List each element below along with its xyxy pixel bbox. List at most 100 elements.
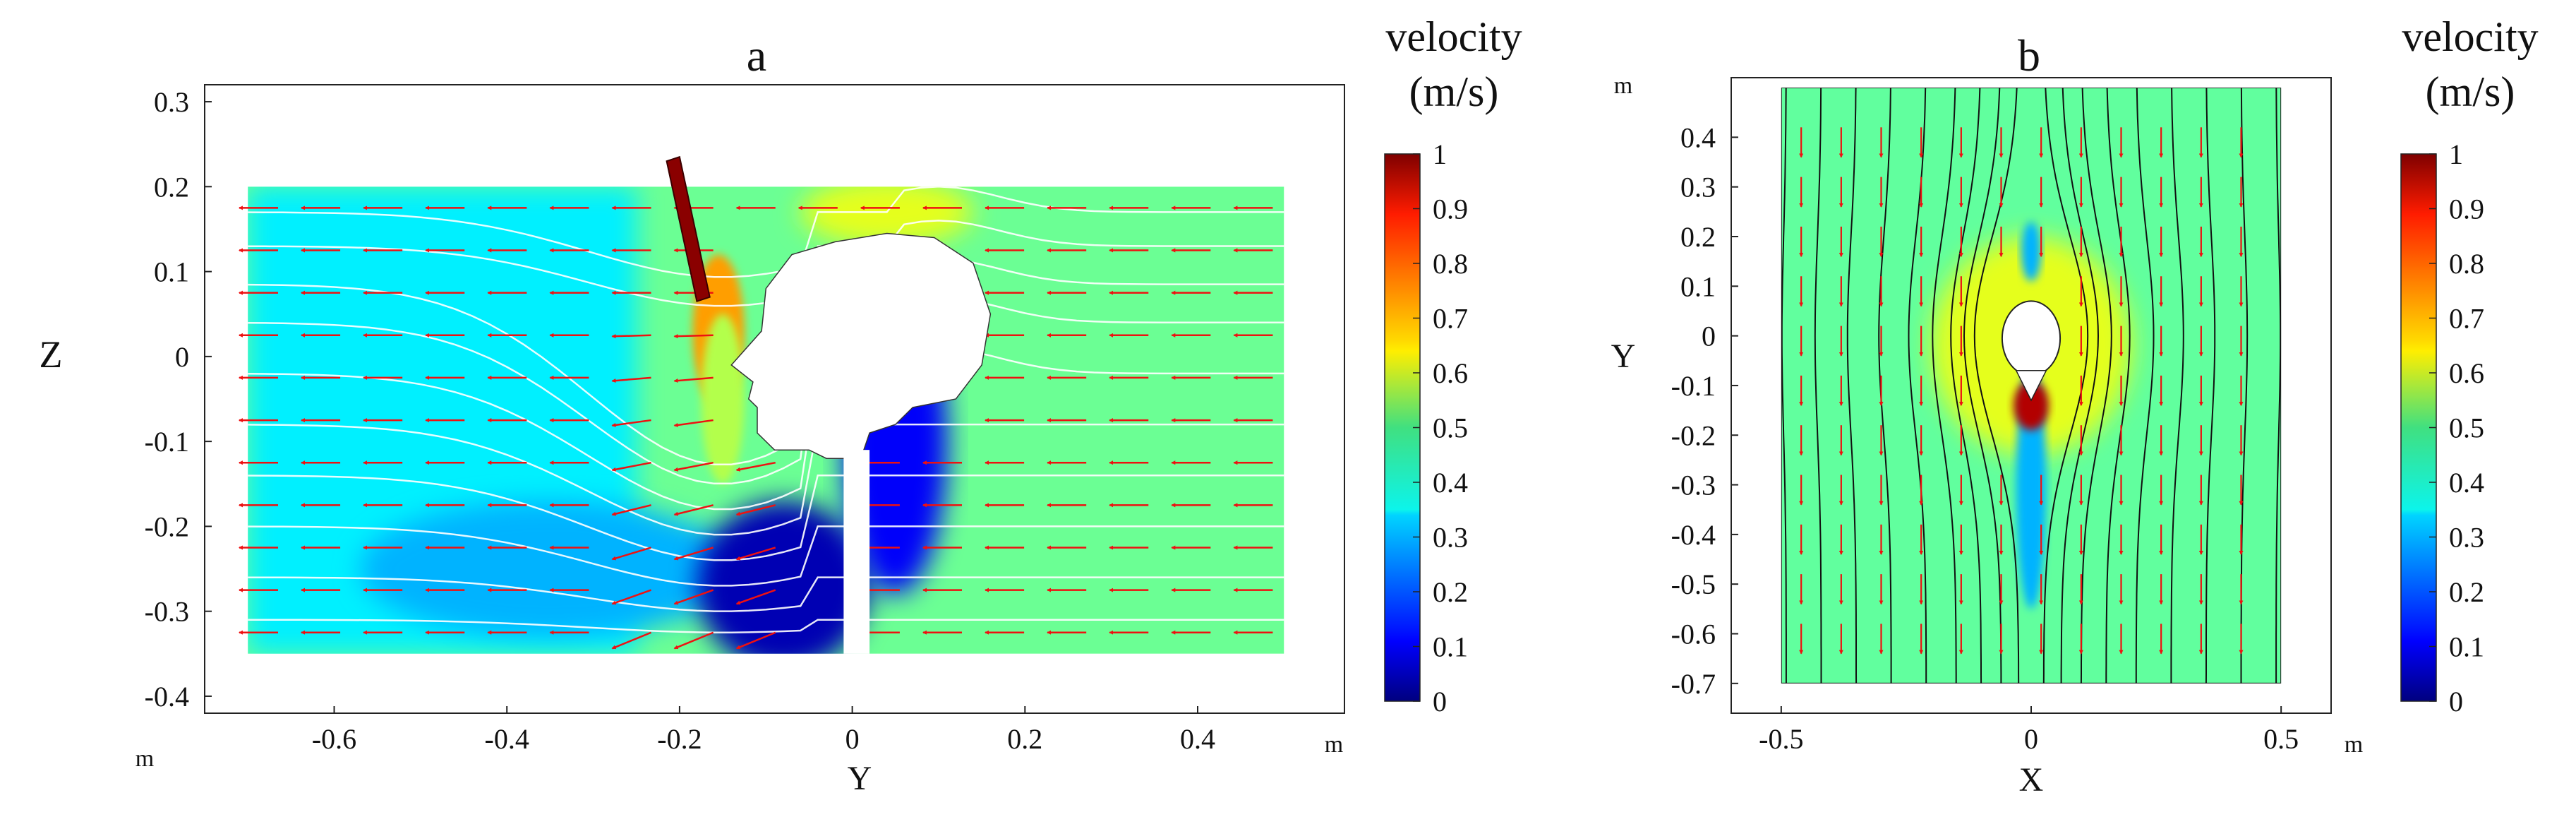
panel-b-y-tick-label: -0.2 — [1671, 419, 1716, 451]
panel-b-y-tick-label: -0.5 — [1671, 568, 1716, 600]
panel-b-colorbar-unit: (m/s) — [2426, 68, 2515, 115]
panel-b-colorbar-title: velocity — [2402, 13, 2538, 60]
panel-a: a -0.6 -0.4 -0.2 0 0.2 0.4 0.3 0.2 0.1 0 -0.1 -0.2… — [40, 13, 1522, 797]
panel-b-x-tick-label: -0.5 — [1759, 723, 1803, 755]
panel-a-velocity-arrow — [611, 419, 651, 427]
panel-a-velocity-arrow — [611, 334, 651, 339]
panel-b-colorbar-tick-label: 0.4 — [2449, 467, 2484, 499]
panel-a-streamline — [248, 258, 1284, 465]
panel-a-obstacles — [666, 155, 992, 654]
panel-a-x-tick-label: -0.2 — [657, 723, 702, 755]
panel-b-colorbar-tick-label: 0.3 — [2449, 522, 2484, 554]
panel-b-head-silhouette — [2001, 300, 2062, 376]
panel-a-velocity-arrow — [611, 504, 651, 516]
panel-a-colorbar-tick-label: 0.3 — [1433, 522, 1468, 554]
panel-a-streamline — [248, 423, 1284, 536]
panel-a-top-acceleration — [800, 186, 973, 246]
panel-a-supply-tube — [666, 155, 711, 302]
panel-a-streamline — [248, 186, 1284, 278]
panel-a-x-tick-label: -0.4 — [485, 723, 529, 755]
panel-a-streamline — [248, 474, 1284, 561]
panel-b-streamlines — [1781, 88, 2282, 684]
panel-a-colorbar-tick-label: 0.2 — [1433, 576, 1468, 608]
panel-a-y-unit: m — [136, 746, 154, 772]
panel-a-x-tick-label: -0.6 — [312, 723, 356, 755]
panel-b-y-tick-label: 0.4 — [1680, 121, 1716, 153]
panel-a-velocity-arrows — [238, 205, 1273, 650]
panel-b-streamline — [2205, 88, 2216, 684]
panel-a-y-tick-label: 0.3 — [154, 86, 189, 118]
panel-b-colorbar-tick-label: 0.7 — [2449, 303, 2484, 335]
panel-a-x-ticks: -0.6 -0.4 -0.2 0 0.2 0.4 — [312, 706, 1215, 755]
panel-b-streamline — [1846, 88, 1858, 684]
panel-b-colorbar-tick-label: 0.9 — [2449, 193, 2484, 225]
panel-a-x-label: Y — [848, 760, 872, 797]
panel-a-y-tick-label: 0.2 — [154, 171, 189, 203]
panel-a-velocity-arrow — [673, 376, 714, 383]
panel-a-y-ticks: 0.3 0.2 0.1 0 -0.1 -0.2 -0.3 -0.4 — [145, 86, 212, 712]
panel-a-streamline — [248, 576, 1284, 612]
panel-a-stagnant-region — [697, 501, 870, 654]
panel-b-x-tick-label: 0.5 — [2263, 723, 2299, 755]
panel-b-upstream-stagnation — [2021, 221, 2042, 282]
panel-a-colorbar-tick-label: 0 — [1433, 686, 1447, 717]
panel-a-velocity-arrow — [673, 461, 714, 472]
panel-b-y-tick-label: -0.7 — [1671, 668, 1716, 700]
panel-a-colorbar-ticks: 1 0.9 0.8 0.7 0.6 0.5 0.4 0.3 0.2 0.1 0 — [1413, 138, 1468, 717]
panel-a-streamlines — [248, 186, 1284, 633]
panel-a-velocity-arrow — [611, 547, 651, 561]
panel-b-y-tick-label: 0.3 — [1680, 172, 1716, 203]
panel-a-x-tick-label: 0 — [845, 723, 860, 755]
panel-b-y-unit: m — [1614, 73, 1632, 99]
panel-a-body-gap — [843, 450, 870, 654]
panel-b-obstacles — [2001, 300, 2062, 402]
panel-b-y-tick-label: -0.3 — [1671, 470, 1716, 501]
panel-a-velocity-arrow — [735, 461, 776, 472]
panel-b-streamline — [1973, 88, 2020, 684]
panel-a-colorbar-unit: (m/s) — [1409, 68, 1499, 115]
panel-a-colorbar-tick-label: 1 — [1433, 138, 1447, 170]
panel-a-y-tick-label: 0 — [175, 341, 189, 373]
panel-a-colorbar-tick-label: 0.9 — [1433, 193, 1468, 225]
panel-b-streamline — [2275, 88, 2282, 684]
panel-a-x-tick-label: 0.2 — [1007, 723, 1042, 755]
panel-a-y-tick-label: -0.4 — [145, 681, 189, 712]
panel-a-y-tick-label: 0.1 — [154, 256, 189, 288]
panel-a-velocity-arrow — [611, 631, 652, 650]
panel-b-streamline — [2060, 88, 2100, 684]
panel-a-velocity-arrow — [673, 547, 714, 561]
panel-b-y-tick-label: 0.2 — [1680, 221, 1716, 253]
panel-b-x-unit: m — [2345, 732, 2363, 758]
panel-b-colorbar-tick-label: 0.5 — [2449, 412, 2484, 444]
panel-b-y-tick-label: -0.6 — [1671, 619, 1716, 650]
panel-a-colorbar-tick-label: 0.5 — [1433, 412, 1468, 444]
panel-a-colorbar-title: velocity — [1385, 13, 1522, 60]
panel-b-colorbar-tick-label: 0.2 — [2449, 576, 2484, 608]
panel-a-colorbar-tick-label: 0.4 — [1433, 467, 1468, 499]
panel-a-streamline — [248, 619, 1284, 633]
panel-a-colorbar-tick-label: 0.6 — [1433, 357, 1468, 389]
panel-b-colorbar-tick-label: 0.6 — [2449, 357, 2484, 389]
panel-b-streamline — [2042, 88, 2089, 684]
panel-a-title: a — [747, 30, 766, 80]
panel-a-colorbar-tick-label: 0.7 — [1433, 303, 1468, 335]
panel-b-y-ticks: 0.4 0.3 0.2 0.1 0 -0.1 -0.2 -0.3 -0.4 -0.5 -0.6 -0.… — [1671, 121, 1738, 700]
panel-a-velocity-arrow — [735, 504, 776, 516]
panel-b-colorbar-tick-label: 0 — [2449, 686, 2463, 717]
panel-b-y-tick-label: 0 — [1702, 321, 1716, 352]
panel-a-velocity-arrow — [735, 631, 776, 650]
panel-a-x-tick-label: 0.4 — [1180, 723, 1215, 755]
panel-b-streamline — [2135, 88, 2155, 684]
panel-b: b -0.5 0 0.5 0.4 0.3 0.2 0.1 0 -0.1 -0.2 -0.3 -0.4… — [1611, 13, 2539, 799]
panel-a-x-unit: m — [1325, 732, 1343, 758]
panel-a-velocity-arrow — [673, 419, 714, 427]
panel-a-velocity-arrow — [673, 631, 714, 650]
panel-b-nose — [2015, 370, 2047, 402]
panel-a-velocity-arrow — [735, 589, 776, 605]
panel-b-streamline — [1950, 88, 1982, 684]
panel-b-y-tick-label: 0.1 — [1680, 270, 1716, 302]
panel-b-colorbar-tick-label: 0.8 — [2449, 248, 2484, 280]
panel-a-frame — [204, 84, 1345, 714]
panel-a-y-label: Z — [40, 333, 63, 376]
